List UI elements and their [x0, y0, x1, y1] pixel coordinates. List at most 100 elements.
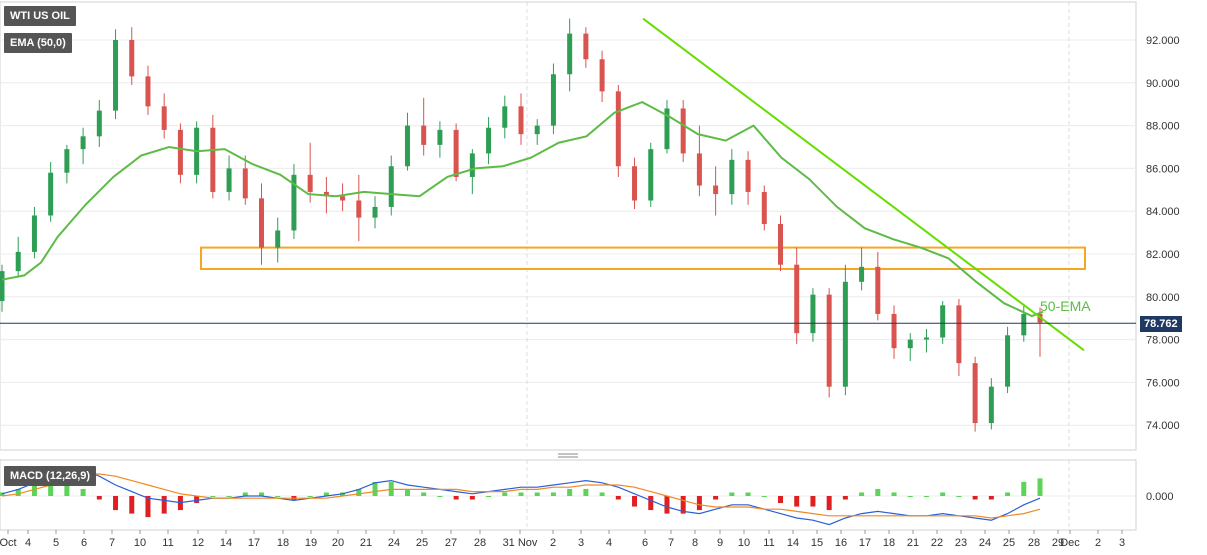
bull-candle [15, 251, 21, 272]
ema-indicator-label: EMA (50,0) [4, 33, 72, 53]
bear-candle [891, 313, 897, 349]
macd-histogram-bar [534, 492, 540, 496]
bull-candle [550, 74, 556, 126]
y-tick-label: 92.000 [1146, 35, 1180, 47]
macd-histogram-bar [713, 496, 719, 500]
bull-candle [810, 294, 816, 334]
bull-candle [469, 153, 475, 177]
macd-indicator-label: MACD (12,26,9) [4, 466, 97, 486]
x-tick-label: 12 [192, 537, 204, 549]
price-panel [0, 1, 1137, 451]
macd-histogram-bar [161, 496, 167, 514]
bull-candle [0, 271, 5, 302]
bear-candle [713, 185, 719, 195]
bull-candle [64, 149, 70, 173]
macd-histogram-bar [356, 488, 362, 496]
bull-candle [567, 33, 573, 75]
macd-histogram-bar [1037, 478, 1043, 496]
signal-line [1, 473, 1041, 519]
x-tick-label: 21 [360, 537, 372, 549]
macd-histogram-bar [210, 496, 216, 497]
macd-histogram-bar [275, 496, 281, 497]
macd-histogram-bar [550, 492, 556, 496]
macd-histogram-bar [1021, 481, 1027, 496]
x-tick-label: 18 [883, 537, 895, 549]
bull-candle [372, 206, 378, 218]
bear-candle [826, 294, 832, 387]
bear-candle [794, 264, 800, 334]
macd-histogram-bar [648, 496, 654, 511]
macd-histogram-bar [486, 496, 492, 497]
x-tick-label: 15 [811, 537, 823, 549]
macd-histogram-bar [421, 492, 427, 496]
macd-histogram-bar [956, 496, 962, 497]
bull-candle [534, 125, 540, 135]
bull-candle [404, 125, 410, 167]
macd-histogram-bar [859, 492, 865, 496]
x-tick-label: 28 [474, 537, 486, 549]
x-tick-label: 14 [220, 537, 232, 549]
x-tick-label: 6 [642, 537, 648, 549]
x-tick-label: 24 [388, 537, 400, 549]
x-tick-label: 14 [787, 537, 799, 549]
y-tick-label: 86.000 [1146, 163, 1180, 175]
x-tick-label: 5 [53, 537, 59, 549]
y-tick-label: 76.000 [1146, 377, 1180, 389]
bull-candle [907, 339, 913, 349]
macd-histogram-bar [729, 492, 735, 496]
macd-histogram-bar [794, 496, 800, 507]
macd-histogram-bar [15, 488, 21, 496]
x-tick-label: 21 [907, 537, 919, 549]
x-tick-label: 28 [1028, 537, 1040, 549]
macd-histogram-bar [502, 492, 508, 496]
macd-tick-label: 0.000 [1146, 491, 1174, 503]
bull-candle [923, 337, 929, 340]
macd-histogram-bar [194, 496, 200, 504]
bear-candle [242, 168, 248, 199]
macd-histogram-bar [259, 492, 264, 496]
y-tick-label: 88.000 [1146, 121, 1180, 133]
x-tick-label: 2 [550, 537, 556, 549]
x-tick-label: 17 [248, 537, 260, 549]
y-tick-label: 84.000 [1146, 206, 1180, 218]
macd-histogram-bar [583, 488, 589, 496]
y-tick-label: 82.000 [1146, 249, 1180, 261]
macd-histogram-bar [680, 496, 686, 514]
macd-histogram-bar [518, 492, 524, 496]
bear-candle [632, 166, 638, 201]
bear-candle [453, 129, 459, 177]
descending-trendline [642, 17, 1085, 352]
x-tick-label: 9 [717, 537, 723, 549]
bull-candle [729, 159, 735, 195]
bear-candle [323, 191, 329, 197]
macd-histogram-bar [453, 496, 459, 500]
macd-histogram-bar [64, 478, 70, 496]
bear-candle [875, 266, 881, 314]
macd-histogram-bar [778, 496, 783, 504]
bull-candle [113, 40, 119, 111]
macd-histogram-bar [307, 496, 313, 497]
x-tick-label: 2 [1095, 537, 1101, 549]
macd-histogram-bar [826, 496, 832, 511]
bull-candle [988, 386, 994, 424]
x-tick-label: 7 [109, 537, 115, 549]
bear-candle [421, 125, 427, 145]
bull-candle [486, 127, 492, 154]
macd-histogram-bar [923, 496, 929, 497]
bear-candle [680, 108, 686, 154]
symbol-label: WTI US OIL [4, 6, 76, 26]
x-tick-label: 17 [859, 537, 871, 549]
macd-histogram-bar [696, 496, 702, 511]
x-tick-label: 29 [1052, 537, 1064, 549]
macd-histogram-bar [96, 496, 102, 500]
y-tick-label: 74.000 [1146, 420, 1180, 432]
macd-histogram-bar [1005, 492, 1011, 496]
macd-histogram-bar [875, 488, 881, 496]
x-tick-label: Dec [1060, 537, 1080, 549]
bear-candle [745, 159, 751, 192]
x-tick-label: 19 [305, 537, 317, 549]
x-tick-label: 25 [416, 537, 428, 549]
macd-histogram-bar [372, 481, 378, 496]
bear-candle [778, 224, 783, 265]
